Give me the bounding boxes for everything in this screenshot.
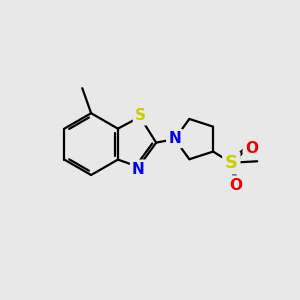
Text: S: S: [135, 108, 146, 123]
Text: S: S: [225, 154, 238, 172]
Text: O: O: [230, 178, 242, 193]
Text: O: O: [245, 141, 258, 156]
Text: N: N: [168, 131, 181, 146]
Text: N: N: [132, 162, 145, 177]
